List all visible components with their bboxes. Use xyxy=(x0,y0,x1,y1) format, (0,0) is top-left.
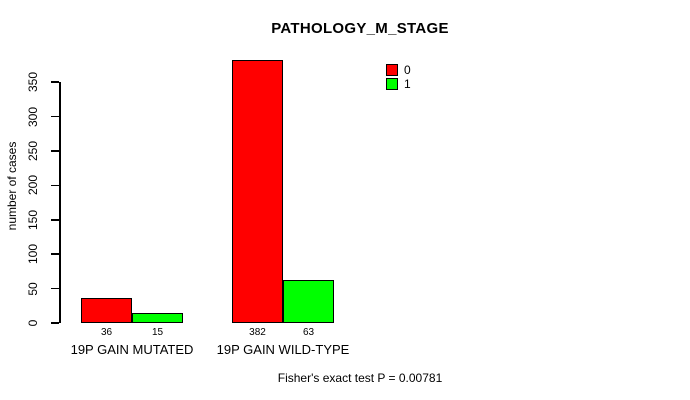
y-tick-label: 150 xyxy=(26,209,40,230)
legend-swatch-icon xyxy=(386,64,398,76)
y-tick-mark xyxy=(51,322,59,324)
legend-label: 1 xyxy=(404,77,411,91)
y-tick-label: 200 xyxy=(26,175,40,196)
bar-value-label: 382 xyxy=(249,327,266,338)
y-tick-mark xyxy=(51,287,59,290)
bar-value-label: 15 xyxy=(151,327,164,338)
y-tick-mark xyxy=(51,219,59,221)
y-tick-mark xyxy=(51,184,59,187)
category-label: 19P GAIN MUTATED xyxy=(70,342,194,357)
y-tick-label: 0 xyxy=(26,319,40,327)
y-axis-line xyxy=(59,82,61,323)
y-tick-mark xyxy=(51,253,59,255)
category-label: 19P GAIN WILD-TYPE xyxy=(216,342,350,357)
y-tick-label: 100 xyxy=(26,244,40,265)
y-tick-label: 300 xyxy=(26,106,40,127)
y-tick-mark xyxy=(51,115,59,118)
bar xyxy=(283,280,334,323)
y-tick-label: 250 xyxy=(26,140,40,162)
chart-title: PATHOLOGY_M_STAGE xyxy=(271,20,449,37)
y-axis-title: number of cases xyxy=(5,141,19,231)
y-tick-mark xyxy=(51,81,59,83)
y-tick-mark xyxy=(51,150,59,152)
bar-value-label: 63 xyxy=(302,327,315,338)
y-tick-label: 350 xyxy=(26,72,40,93)
legend-item: 1 xyxy=(386,77,411,91)
legend-item: 0 xyxy=(386,63,411,77)
bar-value-label: 36 xyxy=(100,327,113,338)
bar xyxy=(132,313,183,323)
legend-label: 0 xyxy=(404,63,411,77)
bar xyxy=(81,298,132,323)
legend-swatch-icon xyxy=(386,78,398,90)
bar xyxy=(232,60,283,323)
fisher-test-annotation: Fisher's exact test P = 0.00781 xyxy=(277,371,443,385)
y-tick-label: 50 xyxy=(26,281,40,296)
